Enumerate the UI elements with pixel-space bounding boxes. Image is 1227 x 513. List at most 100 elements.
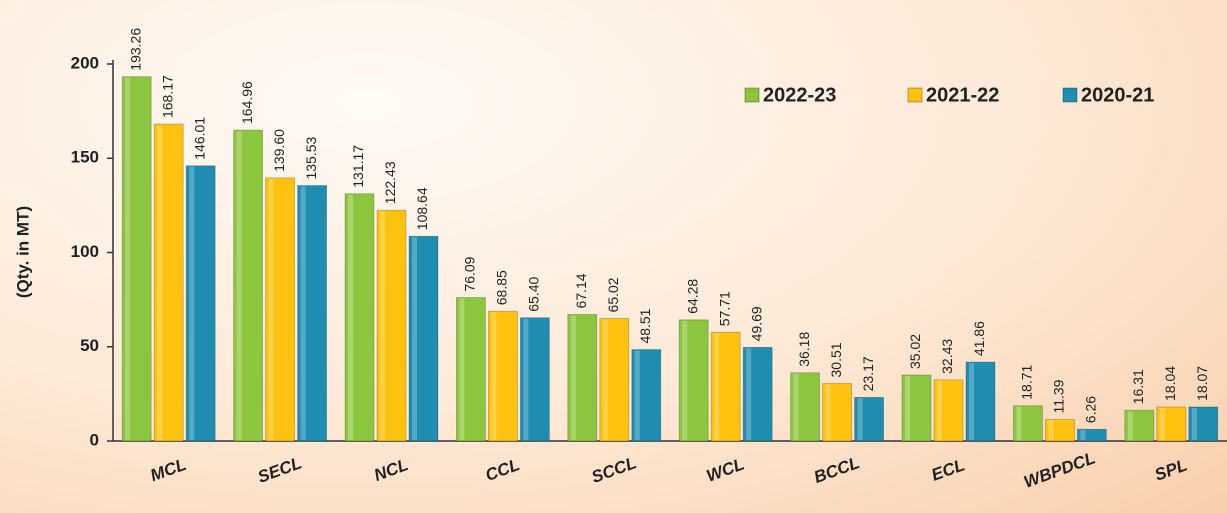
x-tick-label: CCL: [483, 455, 522, 485]
bar-shine: [189, 166, 195, 440]
bar: [344, 193, 375, 442]
value-label: 193.26: [127, 28, 143, 71]
bar-shine: [412, 237, 417, 440]
bar-shine: [682, 320, 688, 440]
x-tick-label: SECL: [255, 453, 304, 486]
bar-shine: [125, 77, 131, 441]
bar-shine: [905, 375, 910, 440]
bar-shine: [380, 211, 385, 440]
bar: [567, 314, 598, 442]
bar: [487, 310, 518, 442]
bar: [1124, 409, 1155, 442]
bar-shine: [857, 398, 863, 440]
bar: [1077, 428, 1107, 442]
bar: [297, 185, 328, 442]
bar-shine: [459, 298, 465, 440]
value-label: 65.40: [526, 276, 542, 311]
value-label: 57.71: [716, 291, 732, 326]
bar-shine: [1127, 411, 1133, 440]
value-label: 30.51: [828, 342, 844, 377]
x-tick-label: BCCL: [811, 453, 862, 487]
value-label: 18.71: [1019, 364, 1035, 399]
bar-shine: [825, 384, 831, 440]
value-label: 108.64: [414, 187, 430, 230]
legend-label: 2022-23: [763, 84, 836, 106]
value-label: 131.17: [350, 145, 366, 188]
bar-shine: [491, 312, 497, 440]
value-label: 139.60: [271, 129, 287, 172]
bar-shine: [937, 380, 942, 440]
bar-shine: [1080, 430, 1086, 440]
x-tick-label: WBPDCL: [1021, 448, 1098, 491]
bar: [1156, 406, 1187, 442]
legend-swatch: [1062, 87, 1078, 103]
y-tick-label: 200: [71, 53, 99, 72]
x-tick-label: SPL: [1152, 455, 1190, 484]
value-label: 49.69: [748, 306, 764, 341]
bar: [854, 396, 884, 442]
value-label: 168.17: [159, 75, 175, 118]
bar-shine: [157, 124, 163, 441]
bar: [408, 235, 439, 442]
bar-shine: [300, 186, 306, 440]
value-label: 32.43: [939, 339, 955, 374]
value-label: 67.14: [573, 273, 589, 308]
value-label: 65.02: [605, 277, 621, 312]
value-label: 11.39: [1051, 379, 1067, 413]
bar-shine: [570, 315, 576, 440]
value-label: 41.86: [971, 321, 987, 356]
y-tick-label: 50: [80, 336, 99, 355]
bar-shine: [1016, 406, 1022, 440]
value-label: 68.85: [494, 270, 510, 305]
value-label: 48.51: [637, 308, 653, 343]
y-tick-label: 0: [90, 430, 99, 449]
bar: [376, 209, 407, 442]
bar: [790, 372, 820, 442]
bar: [455, 297, 486, 442]
legend-swatch: [744, 87, 760, 103]
x-tick-label: SCCL: [589, 453, 639, 487]
value-label: 18.07: [1194, 366, 1210, 401]
value-label: 64.28: [684, 279, 700, 314]
value-label: 6.26: [1083, 396, 1099, 423]
value-label: 135.53: [303, 136, 319, 179]
value-label: 76.09: [462, 256, 478, 291]
bar: [520, 317, 550, 442]
bar: [185, 165, 216, 442]
bar: [901, 374, 932, 442]
value-label: 23.17: [860, 356, 876, 391]
y-tick-label: 150: [71, 148, 99, 167]
bar-shine: [634, 350, 640, 440]
bar: [965, 361, 996, 442]
bar-shine: [1191, 407, 1197, 440]
bar: [1045, 419, 1075, 442]
legend-label: 2021-22: [926, 84, 999, 106]
bar-shine: [714, 333, 720, 440]
x-tick-label: ECL: [929, 455, 967, 484]
bar: [933, 379, 964, 442]
bar: [742, 346, 773, 442]
bar: [710, 331, 741, 442]
legend-swatch: [907, 87, 923, 103]
bar-shine: [348, 194, 353, 440]
bar: [599, 318, 630, 442]
bar: [121, 76, 152, 442]
value-label: 122.43: [382, 161, 398, 204]
bar-shine: [1048, 420, 1054, 440]
value-label: 35.02: [907, 334, 923, 369]
bar-shine: [268, 178, 274, 440]
bar-shine: [523, 318, 529, 440]
bar: [153, 123, 184, 442]
x-tick-label: NCL: [371, 455, 410, 485]
bar: [822, 383, 852, 442]
bar-shine: [793, 373, 799, 440]
value-label: 36.18: [796, 332, 812, 367]
bar-shine: [746, 348, 752, 440]
value-label: 164.96: [239, 81, 255, 124]
value-label: 16.31: [1130, 369, 1146, 404]
value-label: 146.01: [191, 117, 207, 160]
bar-shine: [969, 363, 974, 440]
legend-label: 2020-21: [1081, 84, 1154, 106]
bar-shine: [1159, 407, 1165, 440]
